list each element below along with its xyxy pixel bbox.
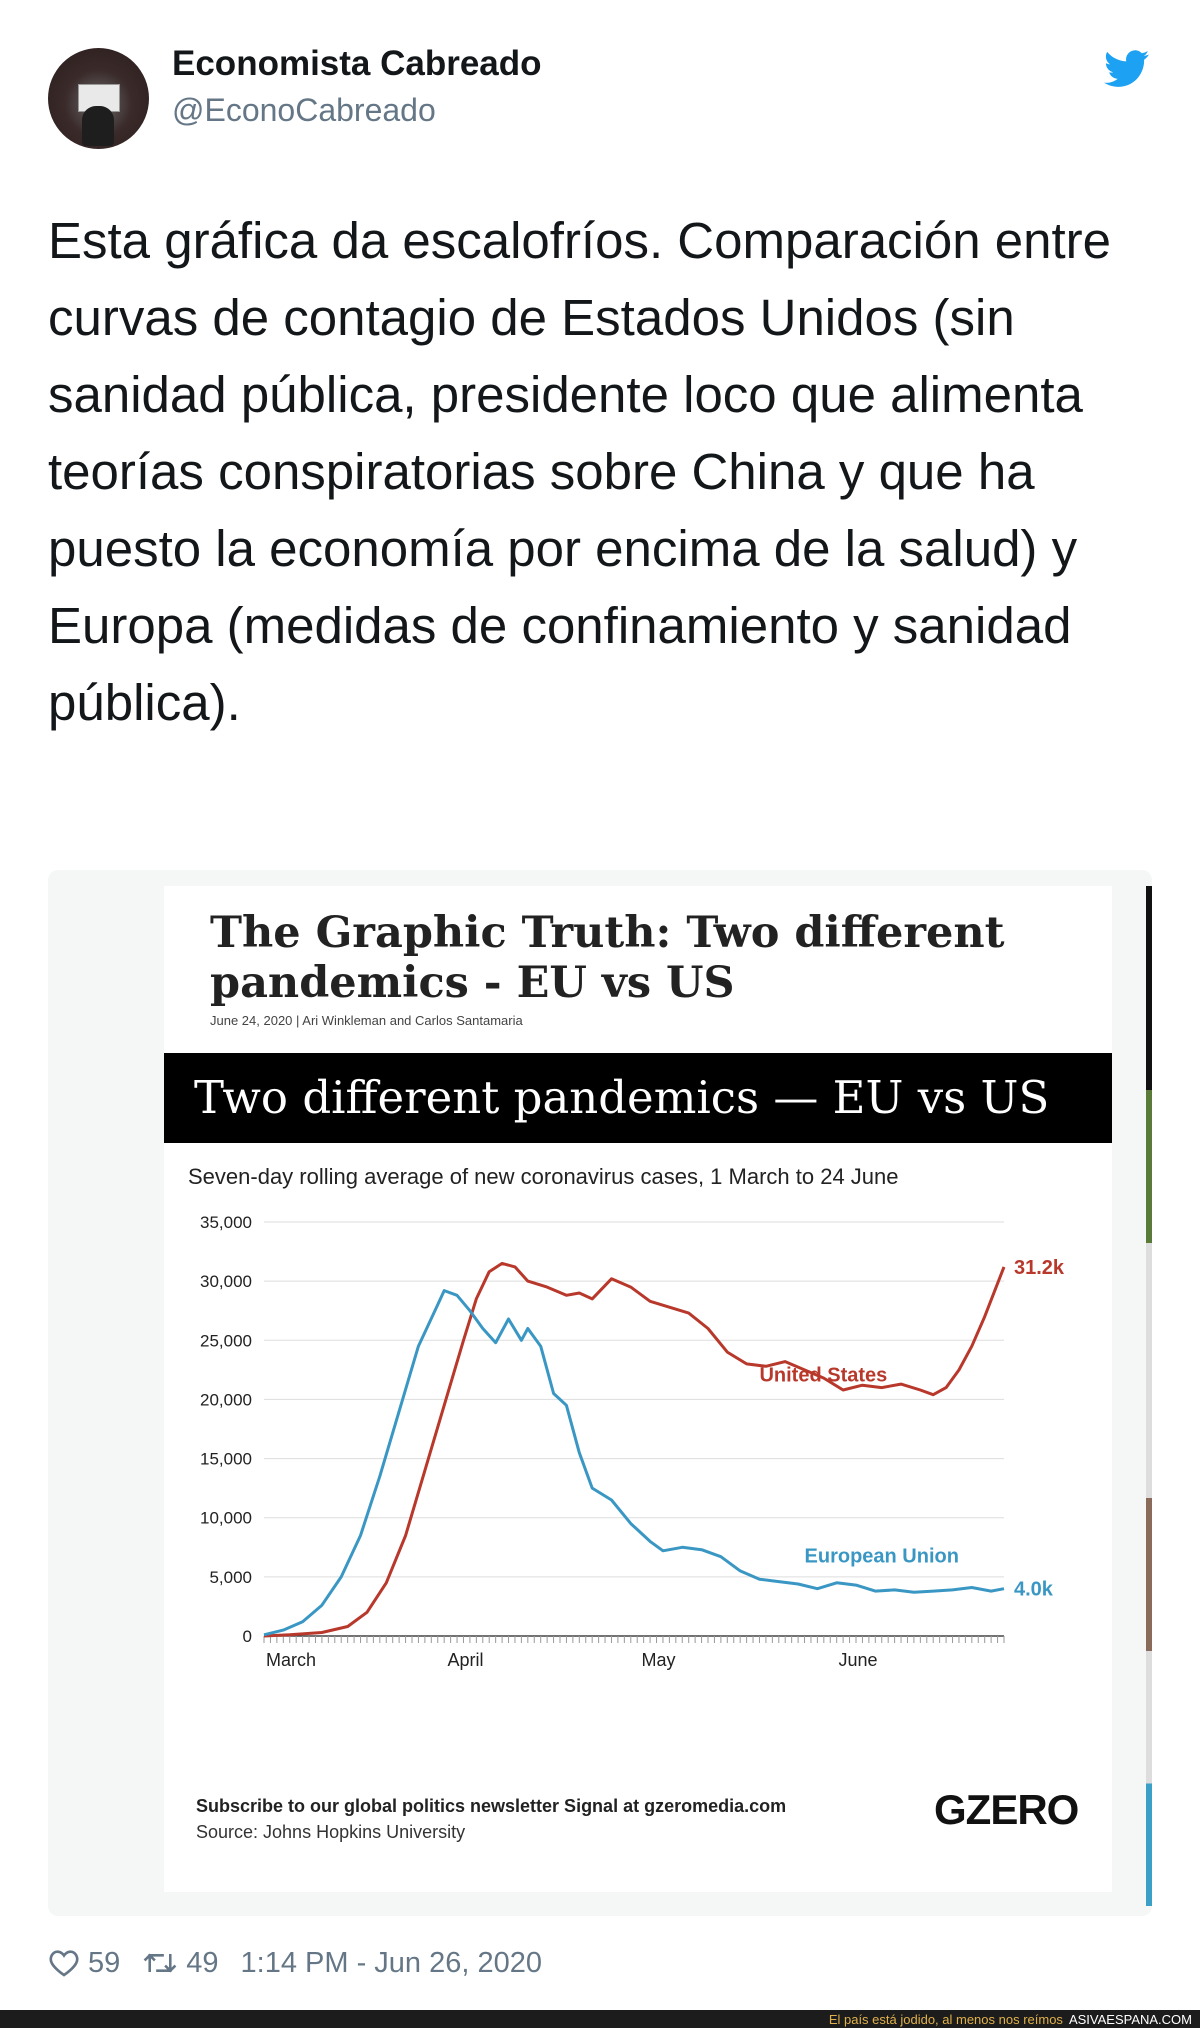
display-name[interactable]: Economista Cabreado	[172, 44, 542, 83]
y-tick-label: 25,000	[200, 1331, 252, 1350]
series-label: United States	[759, 1365, 887, 1387]
user-handle[interactable]: @EconoCabreado	[172, 92, 436, 128]
heart-icon	[49, 1950, 79, 1977]
watermark-bar: El país está jodido, al menos nos reímos…	[0, 2010, 1200, 2028]
series-label: European Union	[805, 1546, 959, 1568]
y-tick-label: 0	[243, 1627, 252, 1646]
end-value-label: 4.0k	[1014, 1579, 1054, 1601]
y-tick-label: 30,000	[200, 1272, 252, 1291]
byline-date-author: June 24, 2020 | Ari Winkleman	[210, 1013, 387, 1028]
article-card: The Graphic Truth: Two different pandemi…	[164, 886, 1112, 1892]
media-edge-strip	[1146, 886, 1152, 1906]
retweet-button[interactable]: 49	[142, 1946, 219, 1980]
x-tick-label: April	[447, 1650, 483, 1670]
tweet-actions: 59 49 1:14 PM - Jun 26, 2020	[48, 1940, 564, 1986]
avatar-person-image	[82, 106, 114, 146]
x-tick-label: June	[838, 1650, 877, 1670]
line-chart: 0 5,000 10,000 15,000 20,000 25,000 30,000 35,0…	[200, 1213, 1065, 1670]
y-tick-label: 5,000	[209, 1568, 252, 1587]
article-byline: June 24, 2020 | Ari Winkleman and Carlos…	[210, 1013, 523, 1028]
watermark-tagline: El país está jodido, al menos nos reímos	[828, 2011, 1063, 2027]
avatar[interactable]	[48, 48, 149, 149]
like-count: 59	[88, 1946, 121, 1979]
chart-subtitle: Seven-day rolling average of new coronav…	[188, 1164, 899, 1189]
y-tick-label: 20,000	[200, 1390, 252, 1409]
y-tick-label: 35,000	[200, 1213, 252, 1232]
twitter-bird-icon[interactable]	[1104, 50, 1150, 88]
end-value-label: 31.2k	[1014, 1257, 1065, 1279]
byline-and: and	[389, 1013, 412, 1028]
series-line-european-union	[263, 1289, 1005, 1637]
series-line-united-states	[263, 1261, 1006, 1638]
y-tick-label: 10,000	[200, 1509, 252, 1528]
y-tick-label: 15,000	[200, 1450, 252, 1469]
tweet-text: Esta gráfica da escalofríos. Comparación…	[48, 212, 1112, 731]
chart-title-banner: Two different pandemics — EU vs US	[164, 1053, 1112, 1143]
byline-author-2: Carlos Santamaria	[415, 1013, 523, 1028]
newsletter-footer: Subscribe to our global politics newslet…	[196, 1796, 787, 1816]
retweet-icon	[143, 1953, 177, 1973]
source-footer: Source: Johns Hopkins University	[196, 1822, 466, 1842]
x-tick-label: March	[266, 1650, 316, 1670]
gzero-logo: GZERO	[934, 1786, 1079, 1833]
watermark-site[interactable]: ASIVAESPANA.COM	[1068, 2011, 1192, 2027]
like-button[interactable]: 59	[48, 1947, 120, 1980]
tweet-media-image[interactable]: The Graphic Truth: Two different pandemi…	[48, 870, 1152, 1916]
x-tick-label: May	[642, 1650, 676, 1670]
article-headline: The Graphic Truth: Two different pandemi…	[210, 908, 1005, 1008]
chart-title: Two different pandemics — EU vs US	[194, 1071, 1050, 1124]
retweet-count: 49	[186, 1946, 219, 1979]
tweet-timestamp[interactable]: 1:14 PM - Jun 26, 2020	[240, 1946, 543, 1979]
